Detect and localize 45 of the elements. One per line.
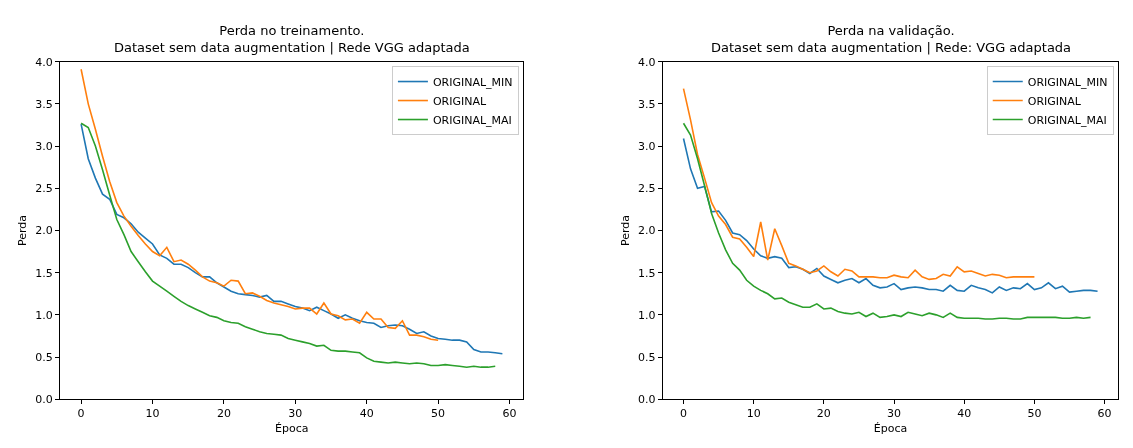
x-tick-label: 50	[431, 407, 446, 421]
legend-label: ORIGINAL	[1027, 94, 1082, 108]
x-tick-label: 10	[145, 407, 160, 421]
y-axis-title: Perda	[16, 214, 29, 246]
y-tick-label: 3.0	[638, 139, 656, 153]
legend-label: ORIGINAL_MAI	[1027, 113, 1107, 127]
y-tick-label: 1.5	[35, 266, 53, 280]
y-tick-label: 0.5	[35, 350, 53, 364]
x-tick-label: 60	[502, 407, 517, 421]
y-tick-label: 0.0	[35, 393, 53, 407]
x-axis-title: Época	[873, 421, 908, 435]
y-axis-title: Perda	[618, 214, 632, 246]
x-tick-label: 30	[887, 407, 902, 421]
x-tick-label: 60	[1097, 407, 1112, 421]
x-tick-label: 10	[746, 407, 761, 421]
chart-title: Perda na validação. Dataset sem data augmentation | Rede: VGG adaptada	[711, 23, 1072, 55]
y-tick-label: 3.0	[35, 139, 53, 153]
y-tick-label: 4.0	[638, 55, 656, 69]
y-tick-label: 3.5	[35, 97, 53, 111]
x-tick-label: 30	[288, 407, 303, 421]
y-tick-label: 2.5	[35, 182, 53, 196]
legend-label: ORIGINAL	[432, 94, 487, 108]
x-tick-label: 0	[77, 407, 85, 421]
x-axis-title: Época	[275, 421, 309, 435]
y-tick-label: 3.5	[638, 97, 656, 111]
y-tick-label: 2.0	[638, 224, 656, 238]
x-tick-label: 20	[216, 407, 231, 421]
y-tick-label: 2.5	[638, 182, 656, 196]
chart-title: Perda no treinamento. Dataset sem data augmentation | Rede VGG adaptada	[114, 23, 470, 55]
legend-label: ORIGINAL_MIN	[1027, 75, 1108, 89]
line-series	[682, 137, 1099, 294]
x-tick-label: 20	[816, 407, 831, 421]
y-tick-label: 1.0	[35, 308, 53, 322]
y-tick-label: 1.0	[638, 308, 656, 322]
x-tick-label: 40	[957, 407, 972, 421]
x-tick-label: 40	[359, 407, 374, 421]
y-tick-label: 4.0	[35, 55, 53, 69]
x-tick-label: 50	[1027, 407, 1042, 421]
y-tick-label: 0.5	[638, 350, 656, 364]
x-tick-label: 0	[680, 407, 688, 421]
y-tick-label: 0.0	[638, 393, 656, 407]
legend-label: ORIGINAL_MAI	[432, 113, 512, 127]
y-tick-label: 1.5	[638, 266, 656, 280]
y-tick-label: 2.0	[35, 224, 53, 238]
legend-label: ORIGINAL_MIN	[432, 75, 513, 89]
